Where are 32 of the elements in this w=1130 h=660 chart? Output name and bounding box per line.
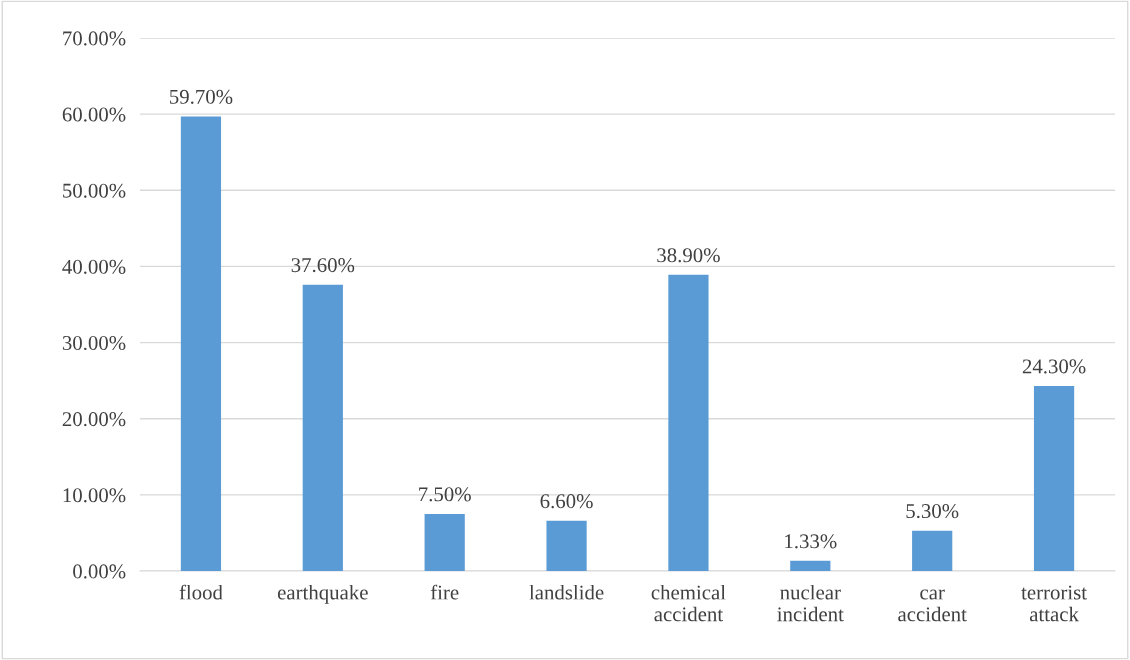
bar: [302, 284, 343, 571]
y-tick-label: 0.00%: [73, 564, 126, 579]
x-tick-label: flood: [179, 584, 223, 600]
bar: [424, 513, 465, 571]
y-tick-label: 60.00%: [62, 107, 126, 122]
data-label: 59.70%: [170, 89, 233, 104]
x-tick-label: nuclear incident: [777, 584, 844, 622]
y-tick-label: 10.00%: [63, 488, 126, 503]
bar: [546, 520, 587, 571]
data-label: 5.30%: [906, 504, 959, 519]
y-tick-label: 20.00%: [62, 412, 126, 427]
data-label: 7.50%: [419, 487, 471, 502]
bar: [668, 274, 709, 571]
bar: [912, 530, 953, 571]
x-tick-label: fire: [430, 584, 459, 600]
y-tick-label: 70.00%: [63, 31, 126, 46]
bar: [1033, 385, 1075, 571]
bar: [790, 560, 831, 571]
x-tick-label: terrorist attack: [1021, 585, 1087, 622]
data-label: 6.60%: [540, 494, 593, 509]
y-tick-label: 30.00%: [62, 335, 126, 351]
x-tick-label: earthquake: [277, 584, 368, 604]
y-tick-label: 40.00%: [62, 259, 126, 274]
data-label: 38.90%: [657, 248, 720, 263]
x-tick-label: car accident: [898, 589, 967, 622]
data-label: 1.33%: [785, 534, 837, 549]
y-tick-label: 50.00%: [63, 183, 126, 198]
x-tick-label: chemical accident: [651, 584, 726, 622]
bar: [180, 116, 222, 571]
x-tick-label: landslide: [529, 584, 604, 600]
data-label: 37.60%: [291, 258, 355, 273]
data-label: 24.30%: [1022, 359, 1086, 374]
